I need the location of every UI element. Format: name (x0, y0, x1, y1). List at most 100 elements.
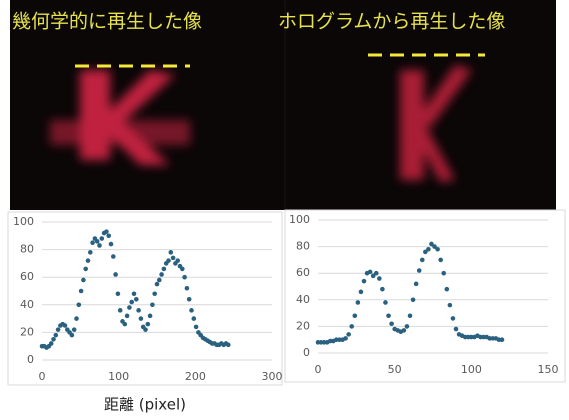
data-point (162, 267, 167, 272)
data-point (109, 242, 114, 247)
data-point (136, 308, 141, 313)
data-point (356, 300, 361, 305)
data-point (420, 258, 425, 263)
data-point (132, 291, 137, 296)
data-point (353, 313, 358, 318)
data-point (175, 258, 180, 263)
data-point (139, 316, 144, 321)
data-point (116, 291, 121, 296)
data-point (417, 268, 422, 273)
data-point (169, 250, 174, 255)
data-point (349, 324, 354, 329)
data-point (441, 271, 446, 276)
data-point (72, 327, 77, 332)
data-point (451, 316, 456, 321)
data-point (95, 239, 100, 244)
data-point (359, 290, 364, 295)
data-point (445, 287, 450, 292)
data-point (180, 267, 185, 272)
x-tick-label: 300 (262, 370, 283, 383)
data-point (104, 229, 109, 234)
data-point (402, 328, 407, 333)
y-tick-label: 40 (296, 293, 310, 306)
data-point (70, 333, 75, 338)
data-point (157, 278, 162, 283)
data-point (54, 333, 59, 338)
x-tick-label: 150 (538, 363, 559, 376)
image-caption: 幾何学的に再生した像 (12, 11, 202, 33)
data-point (411, 298, 416, 303)
data-point (171, 256, 176, 261)
data-point (343, 336, 348, 341)
x-tick-label: 100 (461, 363, 482, 376)
data-point (448, 303, 453, 308)
data-point (414, 282, 419, 287)
data-point (159, 272, 164, 277)
data-point (194, 325, 199, 330)
y-tick-label: 20 (296, 319, 310, 332)
data-point (383, 300, 388, 305)
data-point (118, 308, 123, 313)
data-point (88, 250, 93, 255)
data-point (143, 327, 148, 332)
chart-frame (285, 210, 565, 382)
data-point (182, 275, 187, 280)
data-point (106, 234, 111, 239)
y-tick-label: 0 (27, 353, 34, 366)
data-point (90, 240, 95, 245)
data-point (49, 341, 54, 346)
data-point (83, 267, 88, 272)
data-point (74, 316, 79, 321)
image-caption: ホログラムから再生した像 (278, 11, 505, 33)
data-point (86, 258, 91, 263)
data-point (111, 254, 116, 259)
y-tick-label: 100 (13, 215, 34, 228)
data-point (81, 278, 86, 283)
data-point (189, 308, 194, 313)
data-point (185, 286, 190, 291)
x-tick-label: 200 (185, 370, 206, 383)
x-tick-label: 0 (315, 363, 322, 376)
data-point (79, 289, 84, 294)
data-point (123, 322, 128, 327)
data-point (134, 297, 139, 302)
data-point (377, 276, 382, 281)
data-point (146, 322, 151, 327)
y-tick-label: 80 (20, 243, 34, 256)
x-tick-label: 100 (108, 370, 129, 383)
data-point (362, 279, 367, 284)
data-point (346, 332, 351, 337)
data-point (166, 258, 171, 263)
y-tick-label: 20 (20, 325, 34, 338)
data-point (226, 343, 231, 348)
chart-frame (8, 212, 282, 385)
x-tick-label: 0 (39, 370, 46, 383)
data-point (77, 303, 82, 308)
data-point (405, 324, 410, 329)
data-point (408, 313, 413, 318)
data-point (454, 327, 459, 332)
data-point (187, 297, 192, 302)
data-point (380, 287, 385, 292)
data-point (438, 258, 443, 263)
figure: 幾何学的に再生した像 ホログラムから再生した像 0 20 40 60 80 100 0 100… (0, 0, 569, 416)
data-point (192, 316, 197, 321)
data-point (97, 243, 102, 248)
data-point (129, 300, 134, 305)
y-tick-label: 0 (303, 346, 310, 359)
data-point (63, 323, 68, 328)
data-point (113, 272, 118, 277)
data-point (389, 321, 394, 326)
data-point (56, 327, 61, 332)
data-point (426, 247, 431, 252)
data-point (374, 271, 379, 276)
x-axis-label: 距離 (pixel) (104, 396, 186, 414)
data-point (127, 305, 132, 310)
y-tick-label: 80 (296, 240, 310, 253)
data-point (152, 291, 157, 296)
data-point (386, 313, 391, 318)
y-tick-label: 60 (20, 270, 34, 283)
y-tick-label: 40 (20, 298, 34, 311)
data-point (155, 282, 160, 287)
data-point (148, 314, 153, 319)
